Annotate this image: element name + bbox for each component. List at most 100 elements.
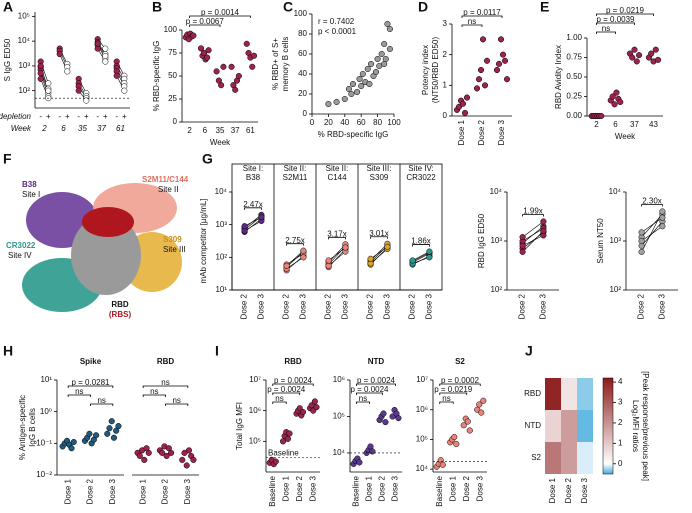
bracket <box>165 403 189 406</box>
data-point <box>197 45 205 52</box>
x-tick-label: Dose 2 <box>378 475 387 501</box>
row-label: RBD <box>524 389 541 398</box>
x-tick-label: 37 <box>630 120 639 129</box>
data-point <box>64 68 71 75</box>
bracket <box>67 394 91 397</box>
data-point <box>218 82 225 89</box>
bracket <box>356 383 396 386</box>
bracket-label: ns <box>161 378 169 387</box>
x-tick-label: Dose 3 <box>539 293 548 319</box>
bracket-label: ns <box>150 387 158 396</box>
facet-title: 2 <box>41 124 47 133</box>
data-point <box>102 58 109 65</box>
data-point <box>358 82 365 90</box>
data-point <box>300 254 307 261</box>
axis-label: % RBD-specific IgG <box>318 130 389 139</box>
x-tick-label: Dose 2 <box>295 475 304 501</box>
data-point <box>503 76 511 83</box>
data-point <box>519 234 526 241</box>
data-point <box>179 456 186 463</box>
y-tick-label: 10⁴ <box>18 36 31 45</box>
data-point <box>94 40 101 47</box>
facet-title: RBD <box>157 357 175 366</box>
facet-title: NTD <box>368 357 385 366</box>
y-tick-label: 1 <box>443 80 448 89</box>
bracket-label: 3.17x <box>327 229 347 238</box>
x-tick-label: + <box>65 112 70 121</box>
y-tick-label: 10² <box>490 285 502 294</box>
data-point <box>366 80 373 88</box>
data-point <box>106 425 113 432</box>
antibody-label: S309 <box>163 235 182 244</box>
y-tick-label: 10¹ <box>215 285 227 294</box>
data-point <box>93 432 100 439</box>
x-tick-label: 80 <box>373 118 382 127</box>
data-point <box>311 398 318 405</box>
data-point <box>519 248 526 255</box>
axis-label: RBD IgG ED50 <box>477 213 486 268</box>
data-point <box>464 418 471 425</box>
row-label: RBD depletion <box>0 112 32 121</box>
y-tick-label: 0.00 <box>566 111 582 120</box>
y-tick-label: 10³ <box>490 236 502 245</box>
colorbar-tick-label: 2 <box>618 418 623 427</box>
bracket-label: ns <box>97 396 105 405</box>
data-point <box>477 66 485 74</box>
data-point <box>232 86 239 93</box>
bracket <box>90 403 114 406</box>
data-point <box>455 103 463 110</box>
data-point <box>460 422 467 429</box>
x-tick-label: 100 <box>387 118 401 127</box>
y-tick-label: 0 <box>443 111 448 120</box>
data-point <box>540 218 547 225</box>
y-tick-label: 10⁶ <box>249 406 261 415</box>
pair-line <box>641 226 663 242</box>
x-tick-label: Dose 3 <box>383 293 392 319</box>
y-tick-label: 10⁴ <box>215 187 228 196</box>
data-point <box>102 45 109 52</box>
data-point <box>168 449 175 456</box>
data-point <box>648 50 655 57</box>
heat-cell <box>577 442 593 474</box>
data-point <box>381 40 388 48</box>
data-point <box>313 404 320 411</box>
bracket <box>356 392 383 395</box>
data-point <box>354 88 361 96</box>
data-point <box>617 98 624 106</box>
data-point <box>386 25 393 33</box>
data-point <box>638 229 645 236</box>
bracket <box>356 401 370 404</box>
data-point <box>499 51 507 58</box>
row-label: S2 <box>531 453 541 462</box>
y-tick-label: 3 <box>443 19 448 28</box>
x-tick-label: Dose 2 <box>324 293 333 319</box>
data-point <box>359 70 366 78</box>
bracket-label: p = 0.0281 <box>71 378 110 387</box>
x-tick-label: 35 <box>216 126 225 135</box>
x-tick-label: - <box>77 112 80 121</box>
x-tick-label: - <box>58 112 61 121</box>
y-tick-label: 10⁴ <box>609 187 622 196</box>
data-point <box>426 248 433 255</box>
data-point <box>659 208 666 215</box>
colorbar-title: [Peak response/previous peak] <box>641 371 650 481</box>
bracket-label: p = 0.0117 <box>463 8 501 17</box>
data-point <box>609 93 616 100</box>
x-tick-label: + <box>46 112 51 121</box>
data-point <box>519 242 526 249</box>
data-point <box>356 459 363 466</box>
data-point <box>37 62 44 69</box>
facet-title: 6 <box>61 124 66 133</box>
data-point <box>300 247 307 254</box>
data-point <box>611 101 618 108</box>
bracket-label: 2.47x <box>243 200 263 209</box>
y-tick-label: 1.00 <box>566 33 582 42</box>
data-point <box>325 100 332 108</box>
data-point <box>83 97 90 104</box>
y-tick-label: 10⁻² <box>36 470 52 479</box>
colorbar-tick-label: 3 <box>618 398 623 407</box>
x-tick-label: 60 <box>357 118 366 127</box>
x-tick-label: 0 <box>310 118 315 127</box>
y-tick-label: 0 <box>173 117 178 126</box>
pair-line <box>522 230 544 253</box>
